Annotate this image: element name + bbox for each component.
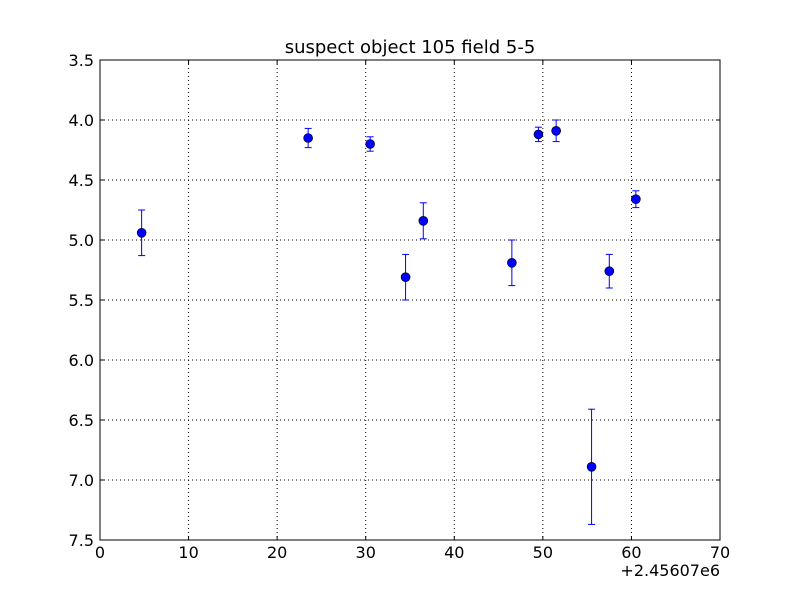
y-tick-label: 6.5	[69, 411, 94, 430]
data-point	[631, 194, 641, 204]
data-point-group	[507, 239, 517, 287]
data-point-group	[400, 253, 411, 301]
data-point-group	[303, 127, 313, 149]
y-tick-label: 3.5	[69, 51, 94, 70]
y-tick-label: 5.0	[69, 231, 94, 250]
x-tick-label: 60	[621, 543, 641, 562]
x-axis-offset-label: +2.45607e6	[620, 561, 720, 580]
x-tick-label: 30	[356, 543, 376, 562]
axis-ticks: 0 10 20 30 40 50 60 70 3.5 4.0 4.5 5.0 5.5 6.0 6.5 7.0 7…	[69, 51, 731, 562]
x-tick-label: 40	[444, 543, 464, 562]
x-tick-label: 0	[95, 543, 105, 562]
x-tick-label: 50	[533, 543, 553, 562]
data-point-group	[418, 202, 429, 240]
data-point	[586, 461, 597, 472]
data-point-group	[365, 136, 375, 152]
data-point-group	[631, 190, 641, 209]
x-tick-label: 20	[267, 543, 287, 562]
y-tick-label: 7.5	[69, 531, 94, 550]
data-marks	[136, 119, 641, 525]
data-point	[604, 266, 615, 277]
data-point	[418, 216, 429, 226]
grid	[100, 60, 720, 540]
data-point-group	[136, 209, 147, 257]
data-point-group	[551, 119, 561, 143]
data-point	[303, 133, 313, 143]
y-tick-label: 7.0	[69, 471, 94, 490]
x-tick-label: 70	[710, 543, 730, 562]
data-point-group	[604, 253, 615, 289]
data-point	[533, 129, 544, 140]
data-point	[365, 139, 375, 149]
y-tick-label: 6.0	[69, 351, 94, 370]
chart-title: suspect object 105 field 5-5	[285, 37, 536, 58]
data-point	[400, 272, 411, 283]
data-point	[507, 257, 517, 268]
data-point	[136, 228, 147, 238]
y-tick-label: 5.5	[69, 291, 94, 310]
y-tick-label: 4.0	[69, 111, 94, 130]
data-point	[551, 126, 561, 136]
data-point-group	[586, 408, 597, 525]
x-tick-label: 10	[178, 543, 198, 562]
data-point-group	[533, 126, 544, 143]
y-tick-label: 4.5	[69, 171, 94, 190]
